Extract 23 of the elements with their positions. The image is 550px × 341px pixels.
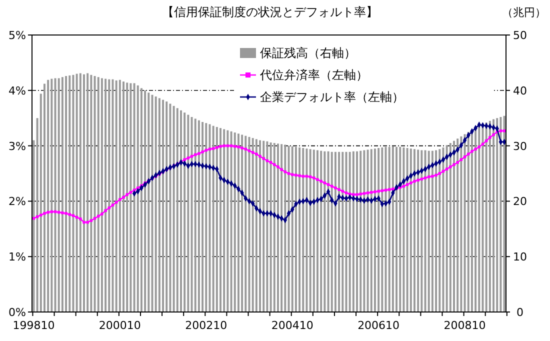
y2-tick-label: 40 [513, 84, 527, 98]
x-tick-label: 200410 [271, 319, 314, 332]
y-tick-label: 5% [8, 29, 26, 42]
chart-title: 【信用保証制度の状況とデフォルト率】 [162, 5, 378, 19]
y-tick-label: 2% [8, 195, 26, 208]
y-tick-label: 1% [8, 250, 26, 264]
y2-tick-label: 10 [513, 250, 527, 264]
y2-tick-label: 30 [513, 140, 527, 153]
y-tick-label: 4% [8, 84, 26, 98]
legend-label: 企業デフォルト率（左軸） [260, 90, 404, 104]
legend-label: 保証残高（右軸） [260, 46, 356, 60]
y2-tick-label: 50 [513, 29, 527, 42]
y2-axis-title: （兆円） [502, 6, 546, 19]
x-tick-label: 199810 [12, 319, 55, 332]
y2-tick-label: 20 [513, 195, 527, 208]
legend-label: 代位弁済率（左軸） [259, 68, 368, 82]
y-tick-label: 0% [8, 306, 26, 319]
x-tick-label: 200010 [98, 319, 141, 332]
x-tick-label: 200810 [444, 319, 486, 332]
y2-tick-label: 0 [516, 306, 524, 319]
x-tick-label: 200610 [358, 319, 400, 332]
y-tick-label: 3% [8, 140, 26, 153]
x-tick-label: 200210 [185, 319, 228, 332]
